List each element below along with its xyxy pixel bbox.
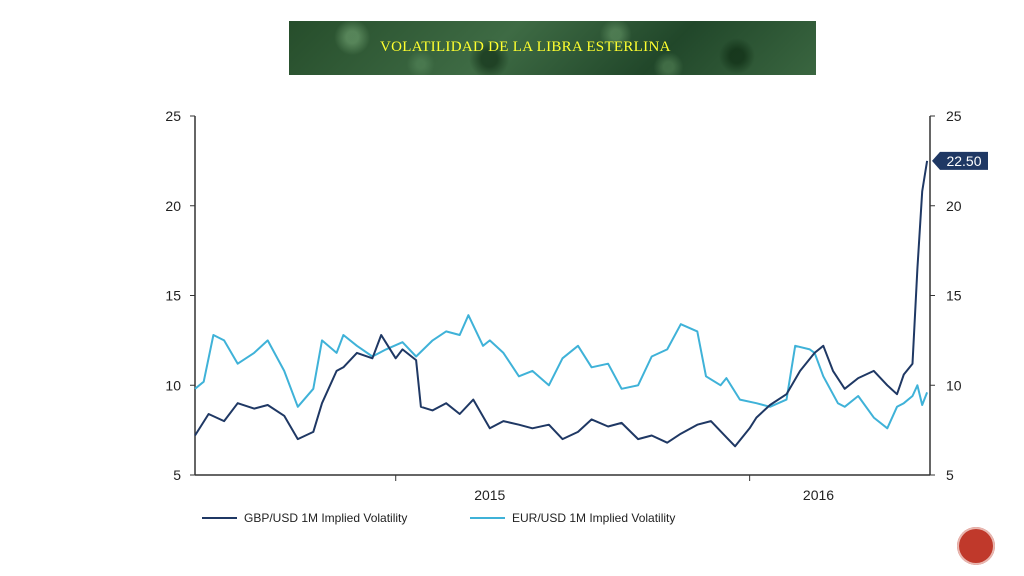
y-tick-label-left: 25 <box>165 108 181 124</box>
y-tick-label-right: 10 <box>946 377 962 393</box>
y-tick-label-right: 20 <box>946 198 962 214</box>
y-tick-label-left: 5 <box>173 467 181 483</box>
gbp-usd-volatility-line <box>194 160 929 448</box>
y-tick-label-right: 25 <box>946 108 962 124</box>
last-value-badge: 22.50 <box>932 151 988 170</box>
title-banner: VOLATILIDAD DE LA LIBRA ESTERLINA <box>289 21 816 75</box>
y-tick-label-left: 20 <box>165 198 181 214</box>
legend-label: GBP/USD 1M Implied Volatility <box>244 511 407 525</box>
series-group <box>194 160 929 448</box>
y-tick-label-left: 15 <box>165 288 181 304</box>
slide-title: VOLATILIDAD DE LA LIBRA ESTERLINA <box>380 39 671 55</box>
last-value-flag <box>932 151 988 170</box>
last-value-text: 22.50 <box>946 153 981 169</box>
y-tick-label-left: 10 <box>165 377 181 393</box>
x-tick-label: 2015 <box>474 487 505 503</box>
legend-label: EUR/USD 1M Implied Volatility <box>512 511 675 525</box>
x-tick-label: 2016 <box>803 487 834 503</box>
y-tick-label-right: 15 <box>946 288 962 304</box>
eur-usd-volatility-line <box>194 314 929 430</box>
y-tick-label-right: 5 <box>946 467 954 483</box>
legend: GBP/USD 1M Implied Volatility EUR/USD 1M … <box>202 511 675 525</box>
page-number-badge <box>957 527 995 565</box>
axes-group: 5 10 15 20 25 5 10 15 20 25 2015 2016 <box>165 108 961 503</box>
